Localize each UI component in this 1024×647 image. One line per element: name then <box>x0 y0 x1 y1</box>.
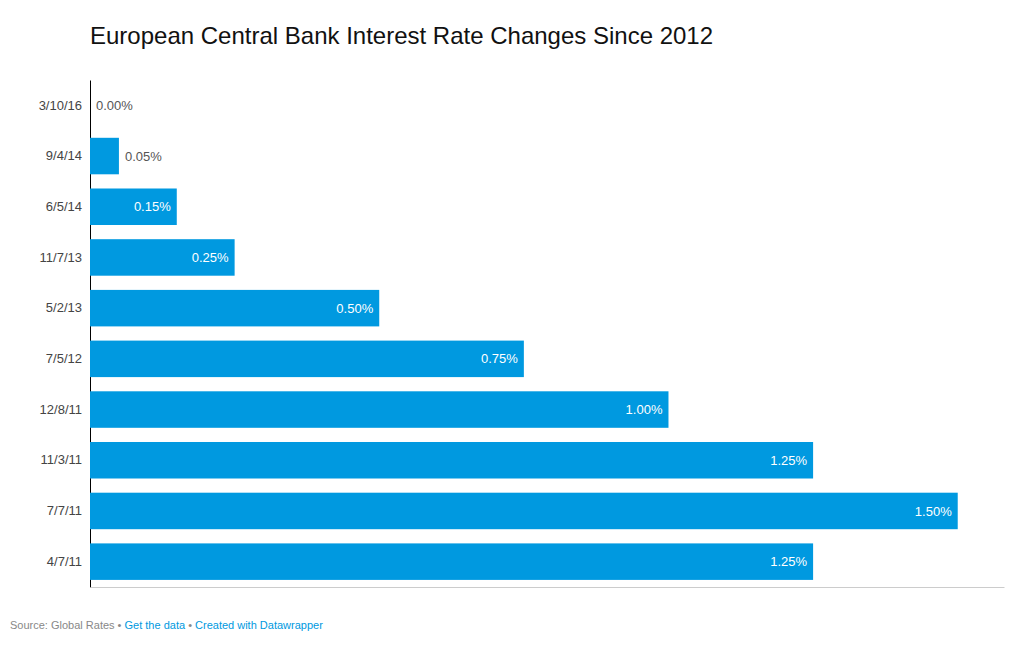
y-tick: 11/3/11 <box>41 452 90 467</box>
x-axis-line <box>91 587 1005 588</box>
data-label: 1.25% <box>770 453 807 468</box>
y-tick-label: 7/7/11 <box>47 503 82 518</box>
data-label: 0.75% <box>481 351 518 366</box>
y-tick-label: 11/3/11 <box>41 452 82 467</box>
bar <box>90 442 813 479</box>
bar <box>90 341 524 378</box>
bars <box>90 138 958 580</box>
data-label: 0.15% <box>134 199 171 214</box>
data-label: 0.05% <box>125 149 162 164</box>
title: European Central Bank Interest Rate Chan… <box>90 22 713 49</box>
bar <box>90 188 177 225</box>
y-tick: 7/7/11 <box>47 503 90 518</box>
data-label: 1.50% <box>915 504 952 519</box>
y-tick-label: 5/2/13 <box>46 300 82 315</box>
x-axis <box>91 587 1005 588</box>
data-label: 0.00% <box>96 98 133 113</box>
y-tick: 12/8/11 <box>40 402 90 417</box>
y-tick: 4/7/11 <box>47 554 90 569</box>
y-tick-label: 6/5/14 <box>46 199 82 214</box>
bar <box>90 493 958 530</box>
y-tick: 7/5/12 <box>46 351 90 366</box>
bar <box>90 543 813 580</box>
source-link: Get the data <box>125 619 186 631</box>
y-tick: 9/4/14 <box>46 148 90 163</box>
bar <box>90 290 379 327</box>
bar <box>90 87 91 124</box>
source-text: • <box>185 619 195 631</box>
y-tick: 5/2/13 <box>46 300 90 315</box>
data-label: 0.50% <box>336 301 373 316</box>
y-tick-label: 3/10/16 <box>39 98 82 113</box>
data-labels: 0.00% 0.05% 0.15% 0.25% 0.50% 0.75% 1.00% 1.25%… <box>96 98 952 569</box>
y-tick: 6/5/14 <box>46 199 90 214</box>
y-tick: 3/10/16 <box>39 98 90 113</box>
y-tick-label: 12/8/11 <box>40 402 82 417</box>
plot: 3/10/16 9/4/14 6/5/14 11/7/13 5/2/13 7/5/12 12… <box>39 81 1005 588</box>
data-label: 1.25% <box>770 554 807 569</box>
y-tick-label: 9/4/14 <box>46 148 82 163</box>
source: Source: Global Rates • Get the data • Cr… <box>10 619 323 631</box>
bar <box>90 391 668 428</box>
y-tick-label: 4/7/11 <box>47 554 82 569</box>
y-tick-label: 11/7/13 <box>40 250 82 265</box>
chart: European Central Bank Interest Rate Chan… <box>0 0 1024 647</box>
bar <box>90 138 119 175</box>
data-label: 0.25% <box>192 250 229 265</box>
data-label: 1.00% <box>626 402 663 417</box>
y-tick-label: 7/5/12 <box>46 351 82 366</box>
y-axis: 3/10/16 9/4/14 6/5/14 11/7/13 5/2/13 7/5/12 12… <box>39 81 91 588</box>
source-text: Source: Global Rates • <box>10 619 125 631</box>
bar <box>90 239 235 276</box>
y-tick: 11/7/13 <box>40 250 90 265</box>
source-link: Created with Datawrapper <box>195 619 323 631</box>
